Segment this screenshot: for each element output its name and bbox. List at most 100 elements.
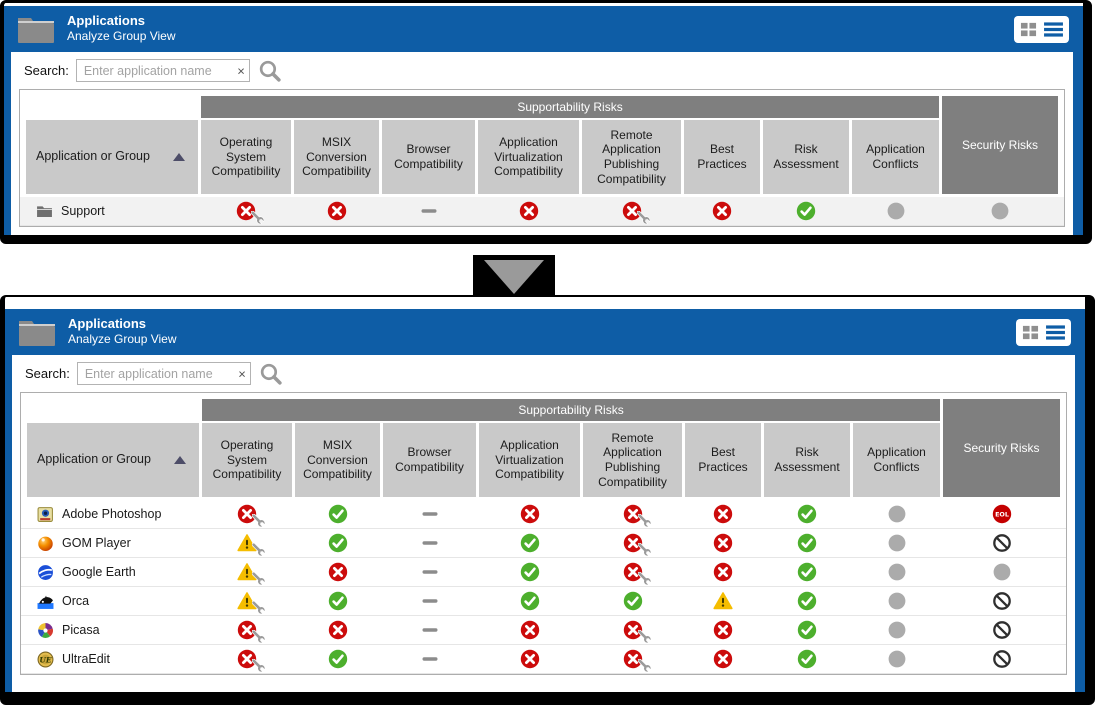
status-cell [852, 201, 939, 221]
supportability-risks-group-header: Supportability Risks [202, 399, 940, 421]
status-cell [295, 504, 380, 524]
search-row: Search: × [11, 52, 1073, 89]
status-none-icon [887, 533, 907, 553]
status-cell [853, 533, 940, 553]
status-na-icon [420, 504, 440, 524]
status-error-icon [520, 504, 540, 524]
grid-view-icon[interactable] [1020, 21, 1037, 38]
status-error-icon [713, 504, 733, 524]
wrench-icon [637, 542, 651, 557]
status-cell [479, 591, 580, 611]
app-header: Applications Analyze Group View [11, 6, 1073, 52]
security-risks-header[interactable]: Security Risks [942, 96, 1058, 194]
app-name: Orca [62, 594, 90, 608]
table-row[interactable]: Support [20, 197, 1064, 226]
status-cell [295, 533, 380, 553]
search-input[interactable] [75, 59, 250, 82]
status-error-icon [713, 649, 733, 669]
app-name: Adobe Photoshop [62, 507, 162, 521]
status-cell: EOL [943, 504, 1060, 524]
header-spacer [26, 96, 198, 118]
search-row: Search: × [12, 355, 1075, 392]
status-cell [764, 591, 850, 611]
column-header[interactable]: MSIX Conversion Compatibility [295, 423, 380, 497]
folder-icon [36, 203, 53, 220]
status-error-icon [713, 533, 733, 553]
search-label: Search: [24, 63, 69, 78]
status-cell [295, 562, 380, 582]
table-row[interactable]: Adobe Photoshop EOL [21, 500, 1066, 529]
wrench-icon [251, 513, 266, 528]
status-none-icon [887, 504, 907, 524]
earth-icon [37, 564, 54, 581]
clear-search-icon[interactable]: × [237, 63, 245, 78]
table-row[interactable]: Picasa [21, 616, 1066, 645]
column-header[interactable]: Operating System Compatibility [202, 423, 292, 497]
status-cell [202, 591, 292, 615]
status-none-icon [886, 201, 906, 221]
status-error-fix-icon [237, 649, 266, 673]
column-header[interactable]: Best Practices [685, 423, 761, 497]
status-blocked-icon [992, 649, 1012, 669]
table-row[interactable]: UE UltraEdit [21, 645, 1066, 674]
application-or-group-header[interactable]: Application or Group [26, 120, 198, 194]
column-header[interactable]: Application Virtualization Compatibility [479, 423, 580, 497]
search-icon[interactable] [258, 361, 283, 386]
table-row[interactable]: GOM Player [21, 529, 1066, 558]
gom-icon [37, 535, 54, 552]
status-cell [479, 649, 580, 669]
table-row[interactable]: Orca [21, 587, 1066, 616]
wrench-icon [250, 210, 265, 225]
column-header[interactable]: Operating System Compatibility [201, 120, 291, 194]
status-na-icon [420, 533, 440, 553]
grid-view-icon[interactable] [1022, 324, 1039, 341]
status-cell [583, 649, 682, 673]
search-label: Search: [25, 366, 70, 381]
search-icon[interactable] [257, 58, 282, 83]
status-cell [202, 533, 292, 557]
clear-search-icon[interactable]: × [238, 366, 246, 381]
status-cell [685, 591, 761, 611]
list-view-icon[interactable] [1044, 21, 1063, 38]
column-header[interactable]: MSIX Conversion Compatibility [294, 120, 379, 194]
table-body: Support [20, 197, 1064, 226]
status-cell [295, 649, 380, 669]
photoshop-icon [37, 506, 54, 523]
status-ok-icon [328, 533, 348, 553]
svg-text:EOL: EOL [995, 511, 1009, 519]
status-ok-icon [328, 649, 348, 669]
column-header[interactable]: Risk Assessment [763, 120, 849, 194]
list-view-icon[interactable] [1046, 324, 1065, 341]
security-risks-header[interactable]: Security Risks [943, 399, 1060, 497]
search-input[interactable] [76, 362, 251, 385]
status-none-icon [990, 201, 1010, 221]
column-header[interactable]: Application Virtualization Compatibility [478, 120, 579, 194]
column-header[interactable]: Application Conflicts [853, 423, 940, 497]
status-na-icon [420, 591, 440, 611]
column-header[interactable]: Risk Assessment [764, 423, 850, 497]
wrench-icon [637, 513, 651, 528]
wrench-icon [637, 658, 651, 673]
app-name-cell: Google Earth [27, 564, 199, 581]
status-cell [764, 504, 850, 524]
column-header[interactable]: Remote Application Publishing Compatibil… [583, 423, 682, 497]
status-error-fix-icon [623, 504, 651, 528]
column-header[interactable]: Best Practices [684, 120, 760, 194]
wrench-icon [251, 571, 266, 586]
application-or-group-header[interactable]: Application or Group [27, 423, 199, 497]
status-cell [853, 649, 940, 669]
column-header[interactable]: Remote Application Publishing Compatibil… [582, 120, 681, 194]
applications-folder-icon [18, 317, 56, 347]
status-cell [853, 591, 940, 611]
table-row[interactable]: Google Earth [21, 558, 1066, 587]
app-name-cell: Picasa [27, 622, 199, 639]
status-cell [295, 620, 380, 640]
status-warn-fix-icon [237, 562, 266, 586]
column-header[interactable]: Application Conflicts [852, 120, 939, 194]
column-header[interactable]: Browser Compatibility [383, 423, 476, 497]
column-header[interactable]: Browser Compatibility [382, 120, 475, 194]
status-cell [685, 504, 761, 524]
status-error-icon [328, 620, 348, 640]
status-none-icon [887, 562, 907, 582]
view-toggle [1016, 318, 1071, 346]
